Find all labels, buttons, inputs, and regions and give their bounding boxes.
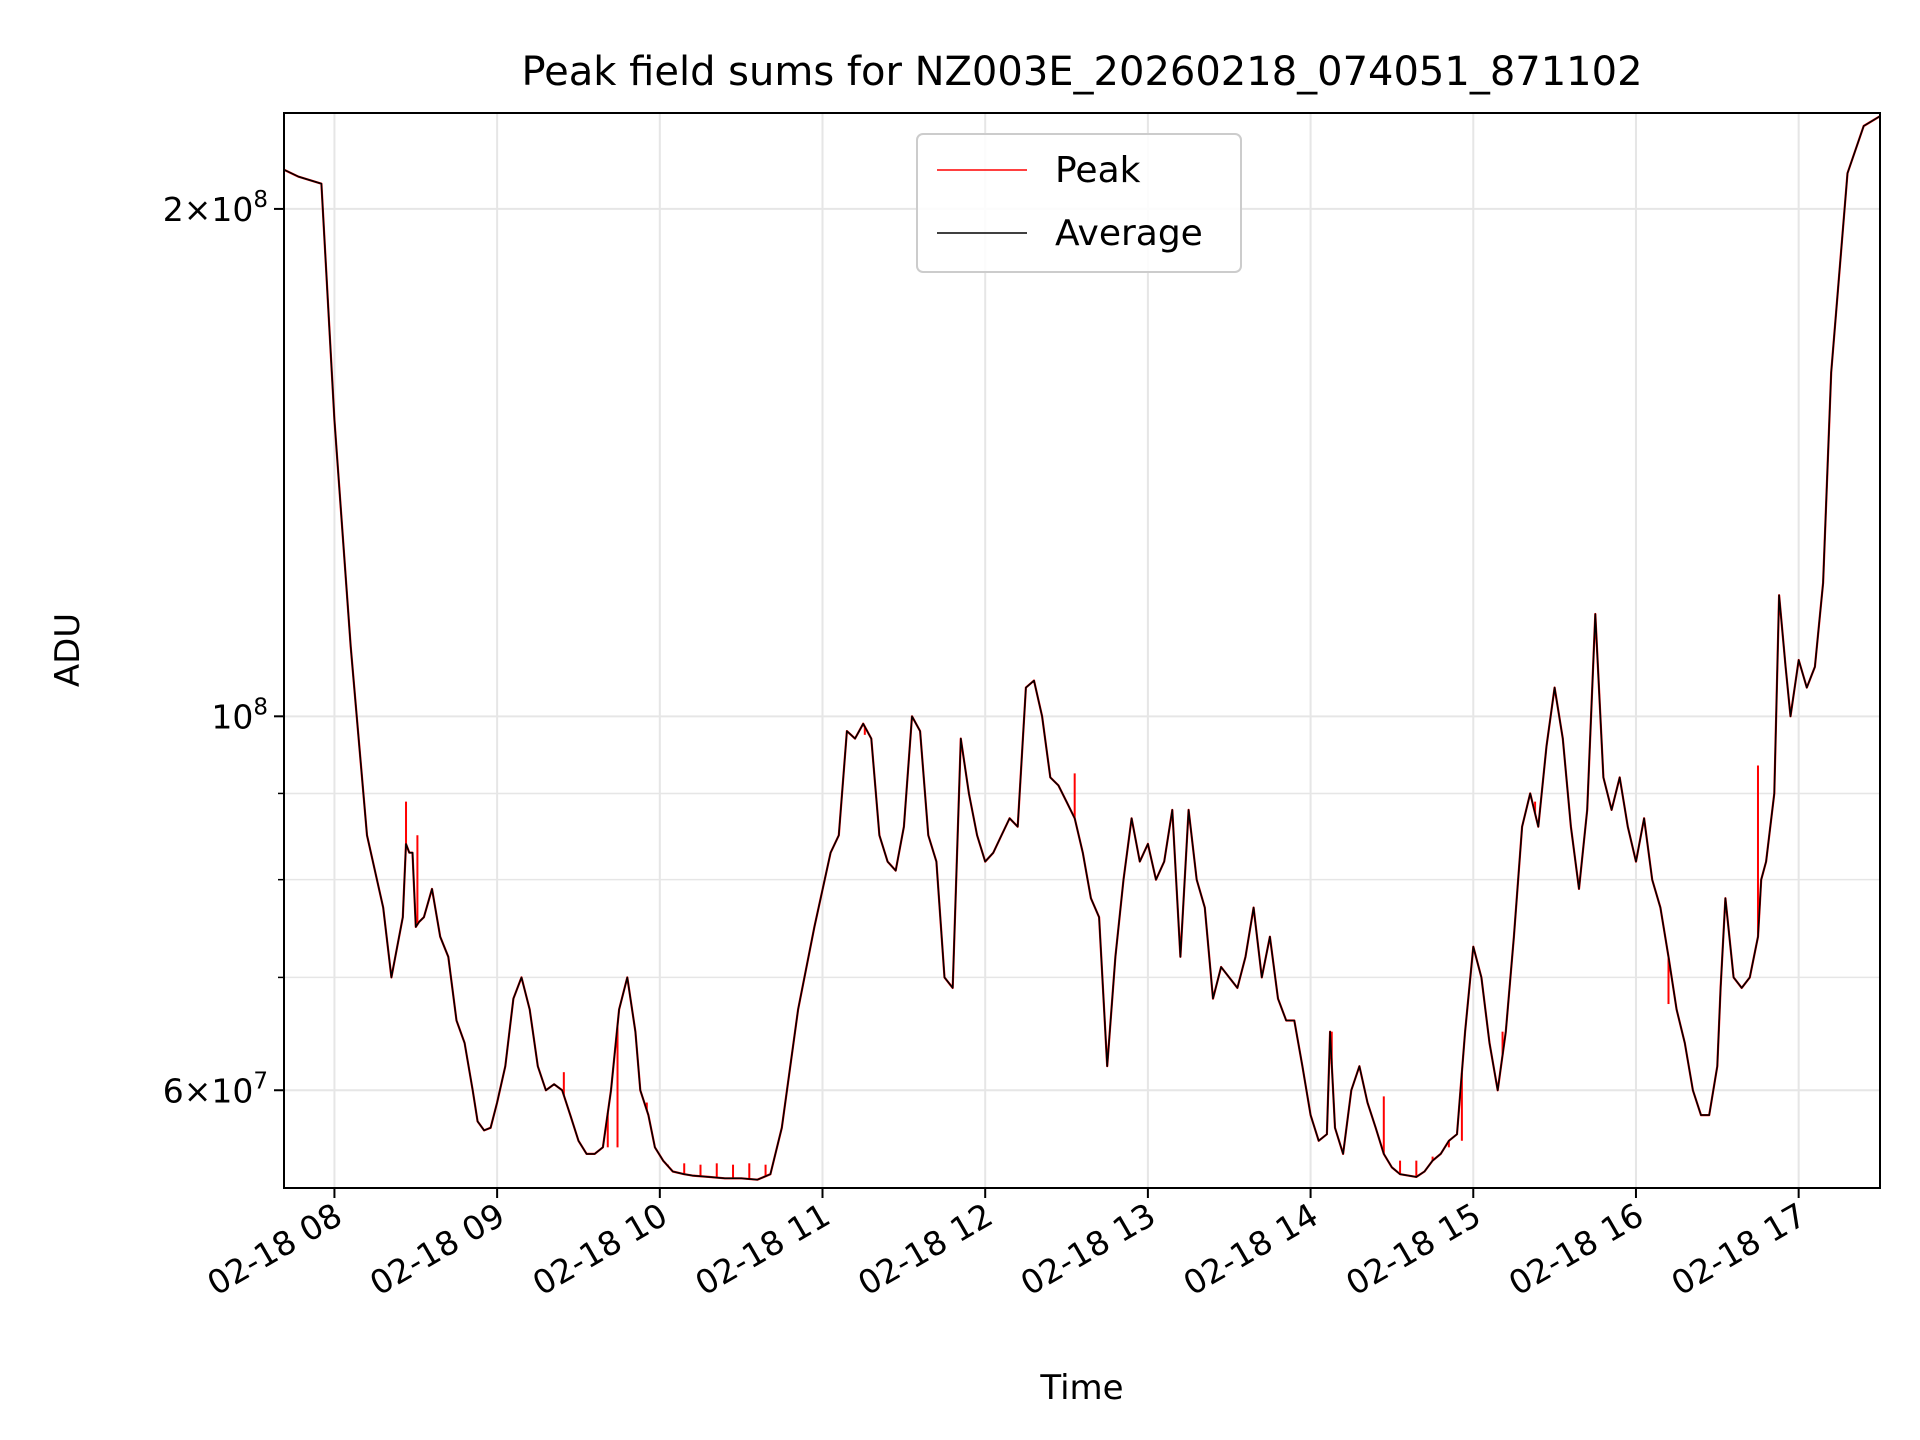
plot-frame — [283, 112, 1881, 1189]
x-axis-label: Time — [1039, 1368, 1123, 1408]
legend-peak-label: Peak — [1055, 150, 1141, 191]
y-tick-label: 2×108 — [163, 187, 268, 229]
legend: Peak Average — [916, 133, 1242, 273]
plot-area — [283, 115, 1881, 1181]
legend-box — [916, 133, 1242, 273]
legend-average-label: Average — [1055, 213, 1203, 254]
y-tick-label: 108 — [211, 694, 268, 736]
chart-title: Peak field sums for NZ003E_20260218_0740… — [521, 49, 1642, 95]
y-tick-label: 6×107 — [163, 1068, 268, 1110]
y-axis: 6×107 108 2×108 — [163, 187, 284, 1110]
y-axis-label: ADU — [48, 613, 88, 687]
average-series-line — [283, 115, 1881, 1181]
grid — [284, 113, 1880, 1188]
